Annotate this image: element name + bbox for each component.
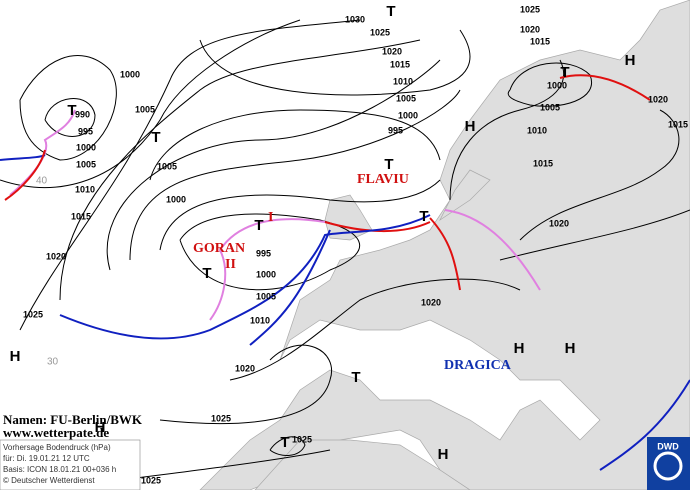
isobar-label: 1025 xyxy=(23,309,43,319)
land xyxy=(199,0,690,490)
pressure-center: H xyxy=(514,340,525,357)
pressure-center: H xyxy=(10,348,21,365)
isobar-label: 1020 xyxy=(520,24,540,34)
pressure-center: H xyxy=(95,419,106,436)
logo-swirl xyxy=(653,451,683,481)
isobar-label: 1010 xyxy=(75,184,95,194)
storm-name: GORAN xyxy=(193,241,245,256)
isobar-label: 1005 xyxy=(540,102,560,112)
isobar-label: 1025 xyxy=(141,475,161,485)
info-line: Basis: ICON 18.01.21 00+036 h xyxy=(3,465,116,474)
pressure-center: T xyxy=(151,129,160,146)
latitude-label: 30 xyxy=(47,357,59,368)
isobar-label: 1005 xyxy=(256,291,276,301)
isobar-label: 1000 xyxy=(166,194,186,204)
pressure-center: T xyxy=(254,217,263,234)
info-box xyxy=(0,439,141,490)
pressure-center: H xyxy=(465,118,476,135)
isobar-label: 1005 xyxy=(76,159,96,169)
isobar-label: 1025 xyxy=(370,27,390,37)
fronts xyxy=(0,74,690,471)
isobar-label: 1020 xyxy=(648,94,668,104)
isobar-label: 1015 xyxy=(530,36,550,46)
isobar-label: 1005 xyxy=(157,161,177,171)
isobar-label: 1015 xyxy=(71,211,91,221)
isobar-label: 1010 xyxy=(250,315,270,325)
isobar-label: 1020 xyxy=(46,251,66,261)
isobar-label: 1015 xyxy=(668,119,688,129)
info-line: für: Di. 19.01.21 12 UTC xyxy=(3,454,90,463)
isobar-label: 995 xyxy=(256,248,271,258)
isobar-label: 1005 xyxy=(396,93,416,103)
isobar-label: 1000 xyxy=(120,69,140,79)
isobar-label: 1025 xyxy=(520,4,540,14)
storm-name: DRAGICA xyxy=(444,358,512,373)
pressure-center: T xyxy=(202,265,211,282)
isobar-label: 995 xyxy=(388,125,403,135)
storm-name: II xyxy=(225,257,236,272)
isobar-label: 1020 xyxy=(421,297,441,307)
isobar-label: 1015 xyxy=(390,59,410,69)
isobar-label: 995 xyxy=(78,126,93,136)
isobar-label: 1020 xyxy=(235,363,255,373)
credit: www.wetterpate.de xyxy=(3,425,109,440)
isobar-label: 1000 xyxy=(76,142,96,152)
pressure-center: H xyxy=(565,340,576,357)
credit: Namen: FU-Berlin/BWK xyxy=(3,412,143,427)
info-line: Vorhersage Bodendruck (hPa) xyxy=(3,443,111,452)
storm-name: FLAVIU xyxy=(357,172,409,187)
storm-name: I xyxy=(268,210,273,225)
isobar-label: 1020 xyxy=(382,46,402,56)
isobar-label: 1000 xyxy=(398,110,418,120)
pressure-center: H xyxy=(625,52,636,69)
pressure-center: H xyxy=(438,446,449,463)
isobar-label: 1005 xyxy=(135,104,155,114)
pressure-center: T xyxy=(351,369,360,386)
isobar-label: 990 xyxy=(75,109,90,119)
pressure-center: T xyxy=(419,208,428,225)
info-line: © Deutscher Wetterdienst xyxy=(3,476,95,485)
isobar-label: 1020 xyxy=(549,218,569,228)
pressure-center: T xyxy=(386,3,395,20)
isobar-label: 1000 xyxy=(256,269,276,279)
isobar-label: 1030 xyxy=(345,14,365,24)
pressure-center: T xyxy=(560,64,569,81)
pressure-center: T xyxy=(384,156,393,173)
logo-text: DWD xyxy=(657,441,679,451)
isobars xyxy=(0,19,690,481)
isobar-label: 1000 xyxy=(547,80,567,90)
isobar-label: 1025 xyxy=(292,434,312,444)
isobar-label: 1015 xyxy=(533,158,553,168)
pressure-center: T xyxy=(67,102,76,119)
latitude-label: 40 xyxy=(36,176,48,187)
isobar-label: 1010 xyxy=(527,125,547,135)
isobar-label: 1010 xyxy=(393,76,413,86)
isobar-label: 1025 xyxy=(211,413,231,423)
pressure-center: T xyxy=(280,434,289,451)
